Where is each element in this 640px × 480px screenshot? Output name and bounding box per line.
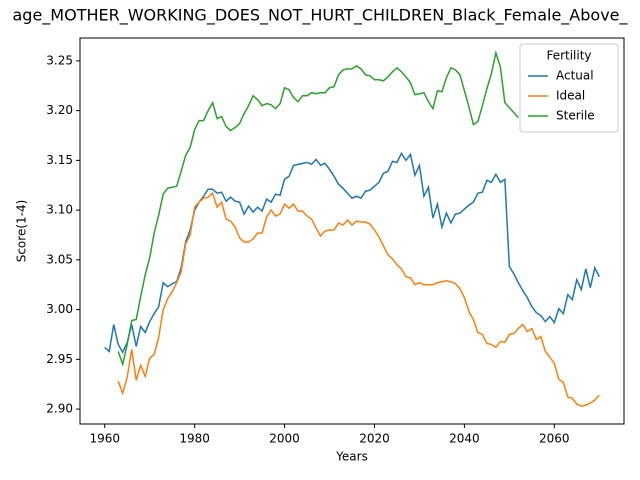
y-axis-label: Score(1-4) xyxy=(15,200,29,263)
y-tick-label: 2.90 xyxy=(46,402,73,416)
data-line xyxy=(104,151,600,355)
y-tick-label: 3.05 xyxy=(46,252,73,266)
y-tick-label: 3.10 xyxy=(46,203,73,217)
x-axis-label: Years xyxy=(335,450,368,464)
legend-label: Actual xyxy=(556,69,594,83)
x-tick-label: 2000 xyxy=(269,432,300,446)
plot-frame xyxy=(79,37,625,425)
y-tick-label: 3.00 xyxy=(46,302,73,316)
chart-title: age_MOTHER_WORKING_DOES_NOT_HURT_CHILDRE… xyxy=(12,6,628,26)
legend-label: Ideal xyxy=(556,89,585,103)
y-tick-label: 2.95 xyxy=(46,352,73,366)
x-tick-label: 1960 xyxy=(89,432,120,446)
data-line xyxy=(117,50,519,368)
y-tick-label: 3.20 xyxy=(46,103,73,117)
x-tick-label: 1980 xyxy=(179,432,210,446)
legend-title: Fertility xyxy=(546,49,591,63)
legend-box xyxy=(519,43,619,133)
y-tick-label: 3.25 xyxy=(46,53,73,67)
y-tick-label: 3.15 xyxy=(46,153,73,167)
data-line xyxy=(117,191,600,407)
legend-label: Sterile xyxy=(556,109,595,123)
x-tick-label: 2060 xyxy=(539,432,570,446)
x-tick-label: 2040 xyxy=(449,432,480,446)
x-tick-label: 2020 xyxy=(359,432,390,446)
